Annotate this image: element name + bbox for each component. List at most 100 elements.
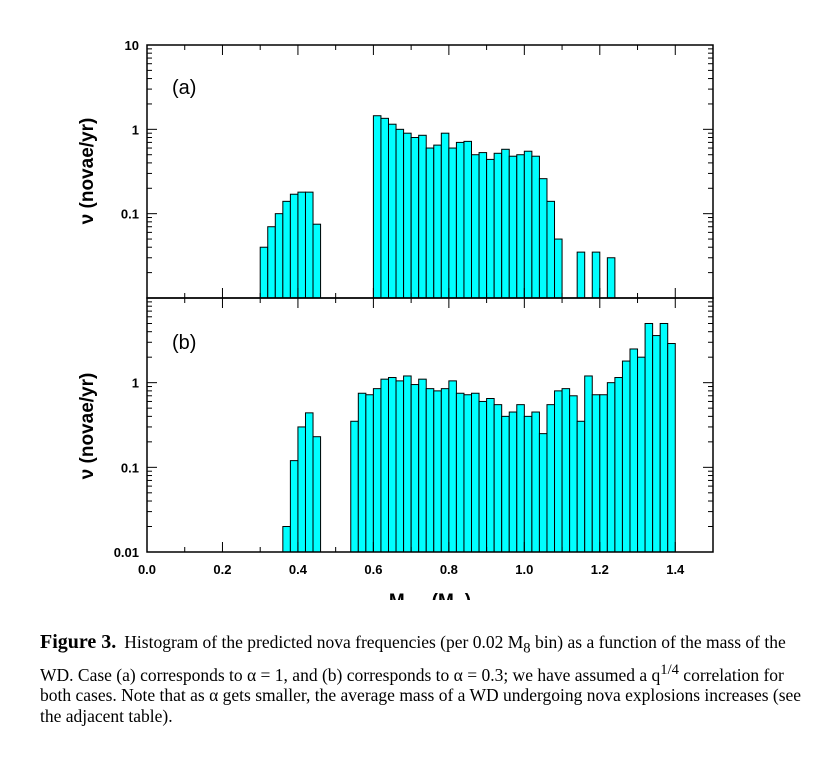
histogram-bar — [486, 398, 495, 553]
x-axis-title-main: M — [389, 591, 405, 600]
histogram-bar — [403, 375, 412, 553]
caption-superscript: 1/4 — [660, 661, 679, 678]
histogram-bar — [387, 377, 397, 553]
histogram-bar — [621, 360, 631, 553]
histogram-bar — [403, 132, 412, 299]
histogram-bar — [554, 238, 563, 299]
histogram-bar — [304, 412, 314, 553]
caption-text-2: bin) as a function of the mass of the WD… — [40, 632, 786, 685]
histogram-bar — [546, 404, 556, 553]
histogram-bar — [297, 191, 306, 299]
histogram-bar — [629, 348, 639, 553]
y-tick-label: 10 — [125, 38, 139, 53]
histogram-bar — [591, 251, 601, 299]
x-tick-label: 0.6 — [364, 562, 382, 577]
histogram-bar — [410, 384, 420, 553]
histogram-bar — [433, 390, 442, 553]
panel-a-bars — [259, 115, 616, 299]
histogram-bar — [652, 335, 661, 553]
panel-a: 10 1 0.1 (a) ν (novae/yr) — [77, 38, 714, 299]
y-tick-label: 0.01 — [114, 545, 139, 560]
histogram-bar — [433, 144, 442, 299]
histogram-bar — [478, 152, 488, 299]
panel-a-label: (a) — [172, 77, 196, 99]
histogram-bar — [455, 392, 465, 553]
y-tick-label: 1 — [132, 376, 139, 391]
histogram-bar — [531, 155, 540, 299]
histogram-bar — [350, 420, 359, 553]
histogram-bar — [259, 246, 269, 299]
histogram-bar — [471, 154, 480, 299]
histogram-bar — [576, 420, 586, 553]
histogram-bar — [493, 404, 503, 553]
x-tick-label: 0.4 — [289, 562, 308, 577]
caption-text-1: Histogram of the predicted nova frequenc… — [124, 632, 524, 652]
histogram-bar — [463, 394, 473, 553]
panel-b: 1 0.1 0.01 (b) ν (novae/yr) — [77, 297, 714, 560]
histogram-bar — [516, 404, 525, 553]
histogram-bar — [523, 150, 533, 299]
histogram-bar — [501, 415, 510, 553]
histogram-bar — [614, 377, 623, 553]
histogram-bar — [478, 400, 488, 553]
histogram-bar — [471, 392, 480, 553]
panel-a-ticks: 10 1 0.1 — [121, 38, 714, 299]
histogram-bar — [538, 178, 548, 299]
panel-b-label: (b) — [172, 332, 196, 354]
histogram-bar — [523, 415, 533, 553]
x-tick-label: 0.2 — [213, 562, 231, 577]
histogram-bar — [463, 140, 473, 299]
histogram-bar — [410, 137, 420, 299]
panel-b-frame — [146, 297, 714, 553]
histogram-bar — [282, 200, 291, 299]
histogram-bar — [304, 191, 314, 299]
x-tick-label: 0.8 — [440, 562, 458, 577]
y-tick-label: 1 — [132, 122, 139, 137]
x-axis-title-symbol: ⊙ — [454, 599, 465, 600]
histogram-bar — [448, 147, 457, 299]
histogram-bar — [312, 223, 322, 299]
histogram-bar — [606, 382, 616, 553]
histogram-bar — [554, 390, 563, 553]
panel-a-y-axis-title: ν (novae/yr) — [77, 118, 98, 225]
panel-b-y-axis-title: ν (novae/yr) — [77, 373, 98, 480]
panel-b-ticks: 1 0.1 0.01 — [114, 298, 714, 560]
histogram-bar — [440, 388, 450, 553]
caption-subscript: 8 — [523, 640, 531, 657]
histogram-bar — [531, 411, 540, 553]
histogram-bar — [644, 322, 654, 553]
panel-b-bars — [282, 322, 676, 553]
histogram-bar — [561, 388, 571, 553]
caption-figure-label: Figure 3. — [40, 631, 117, 653]
histogram-bar — [591, 394, 601, 553]
histogram-bar — [667, 343, 676, 553]
x-axis-title-paren-open: (M — [426, 591, 453, 600]
histogram-bar — [267, 226, 276, 299]
histogram-bar — [387, 123, 397, 299]
x-axis-tick-labels: 0.0 0.2 0.4 0.6 0.8 1.0 1.2 1.4 — [138, 562, 685, 577]
x-axis-title-paren-close: ) — [465, 591, 471, 600]
histogram-bar — [418, 134, 427, 299]
histogram-bar — [289, 193, 299, 299]
histogram-bar — [455, 141, 465, 299]
histogram-bar — [486, 158, 495, 299]
histogram-bar — [395, 128, 405, 299]
histogram-bar — [599, 394, 608, 553]
histogram-bar — [365, 394, 374, 553]
histogram-bar — [425, 388, 435, 553]
figure-caption: Figure 3. Histogram of the predicted nova… — [40, 632, 810, 727]
histogram-bar — [380, 378, 389, 553]
x-axis-title: MWD (M⊙) — [389, 591, 471, 600]
histogram-bar — [448, 380, 457, 553]
histogram-bar — [372, 115, 382, 299]
histogram-bar — [508, 155, 518, 299]
histogram-bar — [357, 392, 367, 553]
histogram-bar — [440, 132, 450, 299]
nova-frequency-figure: 10 1 0.1 (a) ν (novae/yr) 1 0.1 0.01 (b) ν (… — [77, 38, 714, 600]
histogram-bar — [418, 378, 427, 553]
histogram-bar — [516, 154, 525, 299]
histogram-bar — [274, 213, 284, 299]
histogram-bar — [425, 147, 435, 299]
histogram-bar — [395, 380, 405, 553]
histogram-bar — [312, 436, 322, 553]
